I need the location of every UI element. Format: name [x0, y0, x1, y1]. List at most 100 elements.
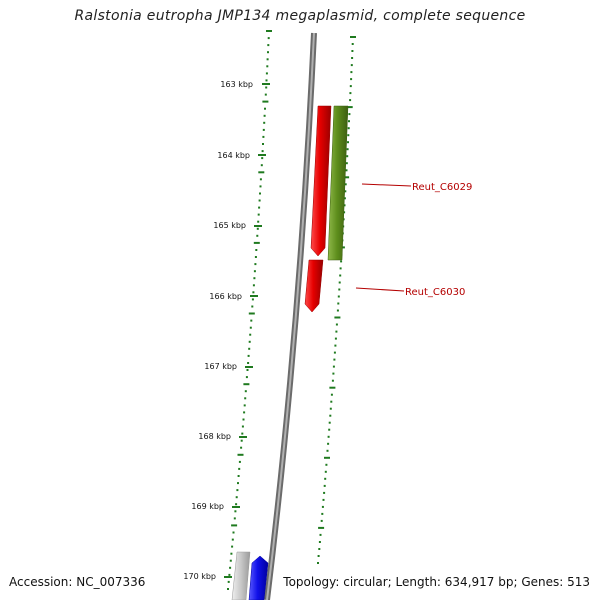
label-leader-line [361, 183, 412, 187]
minor-tick [233, 517, 236, 520]
minor-tick [254, 263, 257, 266]
minor-tick [258, 171, 265, 174]
kbp-scale: 163 kbp 164 kbp 165 kbp 166 kbp 167 kbp … [183, 80, 270, 581]
gene-label-reut-c6029[interactable]: Reut_C6029 [412, 182, 472, 193]
label-leader-line [355, 287, 405, 292]
minor-tick [334, 344, 337, 347]
minor-tick [351, 43, 354, 45]
minor-tick [258, 199, 261, 202]
gene-blue[interactable] [248, 555, 269, 600]
kbp-label: 164 kbp [217, 151, 250, 160]
minor-tick [265, 86, 268, 89]
minor-tick [228, 573, 231, 576]
minor-tick [335, 330, 338, 333]
minor-tick [351, 50, 354, 52]
minor-tick [247, 362, 250, 364]
minor-tick [230, 552, 233, 555]
minor-tick [325, 463, 328, 466]
minor-tick [263, 121, 266, 124]
minor-tick [347, 127, 350, 130]
minor-tick [324, 456, 330, 459]
minor-tick [347, 141, 349, 144]
minor-tick [318, 526, 325, 529]
plasmid-backbone-highlight [266, 32, 315, 600]
kbp-label: 168 kbp [198, 432, 231, 441]
gene-label-reut-c6030[interactable]: Reut_C6030 [405, 287, 465, 298]
minor-tick [249, 326, 252, 329]
gene-red-reut-c6029[interactable] [310, 105, 332, 257]
minor-tick [245, 376, 248, 379]
minor-tick [248, 312, 255, 315]
minor-tick [340, 260, 343, 263]
minor-tick [346, 106, 353, 109]
minor-tick [243, 404, 246, 407]
minor-tick [327, 435, 330, 438]
minor-tick [254, 256, 257, 258]
minor-tick [346, 148, 349, 151]
minor-tick [243, 383, 250, 386]
minor-tick [261, 150, 264, 153]
gene-olive[interactable] [327, 105, 349, 261]
minor-tick [237, 453, 244, 456]
minor-tick [240, 446, 243, 449]
minor-tick [343, 176, 350, 179]
minor-tick [350, 36, 356, 38]
minor-tick [318, 541, 321, 543]
minor-tick [351, 57, 354, 59]
minor-tick [252, 284, 255, 287]
gene-red-reut-c6030[interactable] [304, 259, 324, 313]
minor-tick [350, 78, 353, 81]
minor-tick [262, 100, 269, 103]
minor-tick [346, 155, 349, 158]
minor-tick [235, 496, 238, 499]
minor-tick [335, 323, 338, 326]
plasmid-backbone [264, 32, 317, 600]
minor-tick [259, 192, 261, 195]
minor-tick [252, 291, 255, 294]
minor-tick [347, 134, 350, 137]
minor-tick [328, 421, 331, 424]
minor-tick [257, 220, 260, 223]
minor-tick [323, 484, 326, 487]
minor-tick [266, 58, 269, 61]
minor-tick [237, 475, 240, 477]
minor-tick [238, 460, 241, 463]
minor-tick [265, 72, 268, 75]
minor-tick [322, 498, 325, 501]
minor-tick [248, 347, 251, 350]
kbp-label: 167 kbp [204, 362, 237, 371]
kbp-label: 166 kbp [209, 292, 242, 301]
minor-tick [249, 333, 252, 336]
minor-tick [326, 449, 329, 452]
minor-tick [348, 113, 351, 116]
minor-tick [231, 545, 234, 548]
minor-tick [240, 439, 243, 442]
minor-tick [267, 37, 270, 40]
minor-tick [320, 519, 323, 522]
minor-tick [344, 190, 347, 193]
minor-tick [261, 157, 264, 160]
minor-tick [318, 548, 321, 550]
minor-tick [242, 418, 245, 421]
minor-tick [253, 277, 256, 280]
minor-tick [344, 183, 347, 186]
minor-tick [319, 533, 322, 536]
minor-tick [251, 298, 254, 301]
accession-text: Accession: NC_007336 [9, 575, 146, 589]
kbp-label: 165 kbp [213, 221, 246, 230]
minor-tick [339, 267, 342, 270]
minor-tick [349, 92, 352, 95]
minor-tick [267, 44, 270, 47]
minor-tick [264, 107, 266, 110]
minor-tick [263, 114, 266, 117]
minor-tick [333, 358, 336, 361]
minor-tick [345, 162, 348, 165]
minor-tick [321, 505, 324, 508]
minor-tick [317, 562, 319, 564]
minor-tick [253, 241, 260, 244]
minor-tick [349, 85, 352, 88]
minor-tick [339, 274, 342, 277]
minor-tick [231, 524, 238, 527]
minor-tick [247, 354, 250, 357]
gene-gray[interactable] [231, 551, 251, 600]
